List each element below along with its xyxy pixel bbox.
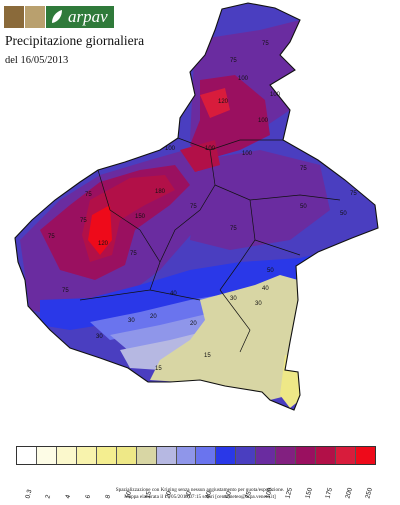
legend-swatch [256,447,277,464]
footer-note-elaboration: Mappa elaborata il 17/05/2013 07:15 sola… [124,494,276,500]
contour-label: 120 [98,241,109,247]
legend-swatch [276,447,297,464]
contour-label: 75 [230,58,237,64]
contour-label: 30 [230,296,237,302]
footer-note-method: Spazializzazione con Kriging senza nessu… [115,487,285,493]
leaf-icon [52,10,62,23]
contour-label: 30 [128,318,135,324]
contour-label: 75 [48,234,55,240]
legend-swatch [296,447,317,464]
legend-swatch [156,447,177,464]
contour-label: 50 [300,204,307,210]
contour-label: 75 [300,166,307,172]
legend-swatch [96,447,117,464]
map-date: del 16/05/2013 [5,55,69,66]
contour-label: 30 [255,301,262,307]
contour-label: 20 [150,314,157,320]
contour-label: 75 [62,288,69,294]
legend-swatch [56,447,77,464]
contour-label: 75 [85,192,92,198]
legend-swatch-row [16,446,376,465]
legend: 0.3 2 4 6 8 10 15 20 30 40 50 75 100 125 150 175 200 250 [16,446,376,499]
contour-label: 100 [258,118,269,124]
contour-label: 150 [135,214,146,220]
legend-swatch [196,447,217,464]
region-outline [14,2,379,411]
zone-15-plain [150,275,298,400]
zone-200-north [200,88,230,118]
arpav-logo: arpav [4,6,114,28]
contour-label: 100 [205,146,216,152]
contour-label: 75 [190,204,197,210]
legend-swatch [36,447,57,464]
contour-label: 15 [204,353,211,359]
contour-label: 50 [267,268,274,274]
legend-swatch [76,447,97,464]
contour-label: 100 [242,151,253,157]
contour-label: 75 [80,218,87,224]
contour-label: 40 [170,291,177,297]
legend-swatch [316,447,336,464]
contour-label: 50 [340,211,347,217]
contour-label: 180 [155,189,166,195]
contour-label: 20 [190,321,197,327]
province-borders [79,137,341,353]
zone-175-north [180,140,220,172]
contour-label: 100 [270,92,281,98]
legend-swatch [236,447,257,464]
map-title: Precipitazione giornaliera [5,33,145,48]
logo-brand-text: arpav [46,6,114,28]
legend-swatch [216,447,237,464]
zone-100-center [190,150,330,250]
logo-photo-2 [25,6,45,28]
logo-photo-1 [4,6,24,28]
legend-swatch [116,447,137,464]
contour-label: 15 [155,366,162,372]
contour-label: 40 [262,286,269,292]
zone-50-band [40,238,378,330]
legend-swatch [17,447,37,464]
legend-swatch [355,447,375,464]
contour-label: 75 [130,251,137,257]
legend-label-row: 0.3 2 4 6 8 10 15 20 30 40 50 75 100 125 150 175 200 250 [16,466,376,499]
contour-label: 100 [238,76,249,82]
contour-label: 75 [262,41,269,47]
map-header: arpav [0,0,140,70]
legend-swatch [336,447,356,464]
contour-label: 30 [96,334,103,340]
contour-label-group: 75 75 100 120 100 100 100 100 75 180 150 120 75 75 75 7… [48,41,357,372]
contour-label: 75 [350,191,357,197]
zone-200-west [88,205,112,255]
contour-label: 120 [218,99,229,105]
legend-swatch [136,447,157,464]
contour-label: 100 [165,146,176,152]
legend-swatch [176,447,197,464]
contour-label: 75 [230,226,237,232]
precipitation-map: 75 75 100 120 100 100 100 100 75 180 150 120 75 75 75 7… [14,2,379,411]
